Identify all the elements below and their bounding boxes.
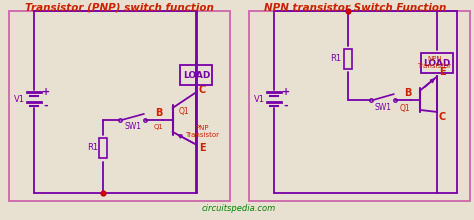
Text: V1: V1 <box>14 95 25 104</box>
Bar <box>249 11 470 201</box>
Text: LOAD: LOAD <box>424 59 451 68</box>
Text: -: - <box>283 101 288 111</box>
Bar <box>9 11 230 201</box>
Text: Transistor (PNP) switch function: Transistor (PNP) switch function <box>25 3 213 13</box>
Text: C: C <box>438 112 446 122</box>
Text: Q1: Q1 <box>399 104 410 112</box>
Text: R1: R1 <box>330 54 342 63</box>
Text: E: E <box>199 143 206 153</box>
Text: SW1: SW1 <box>374 103 391 112</box>
Text: SW1: SW1 <box>124 122 141 131</box>
Text: circuitspedia.com: circuitspedia.com <box>202 204 276 213</box>
Bar <box>99 138 107 158</box>
Text: C: C <box>199 85 206 95</box>
Text: +: + <box>42 87 50 97</box>
Text: PNP
Transistor: PNP Transistor <box>185 125 219 138</box>
Bar <box>344 49 352 69</box>
Text: B: B <box>404 88 411 98</box>
Text: NPN
Transistor: NPN Transistor <box>417 56 451 69</box>
Bar <box>421 53 453 73</box>
Text: -: - <box>43 101 48 111</box>
Text: B: B <box>155 108 162 118</box>
Text: Q1: Q1 <box>179 108 190 116</box>
Text: Q1: Q1 <box>154 124 164 130</box>
Text: R1: R1 <box>88 143 99 152</box>
Text: +: + <box>282 87 290 97</box>
Text: LOAD: LOAD <box>182 71 210 80</box>
Text: NPN transistor Switch Function: NPN transistor Switch Function <box>264 3 446 13</box>
Text: E: E <box>439 67 446 77</box>
Text: V1: V1 <box>254 95 265 104</box>
Bar <box>181 65 212 85</box>
